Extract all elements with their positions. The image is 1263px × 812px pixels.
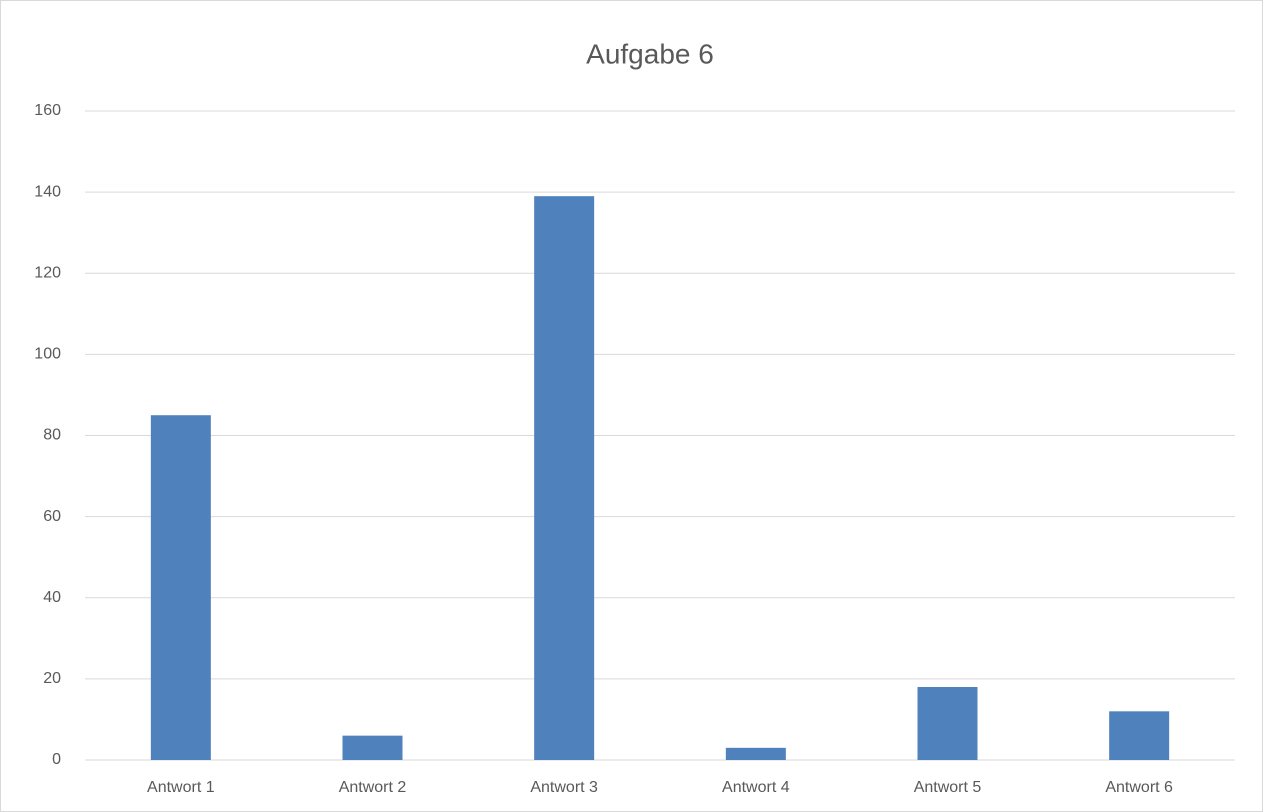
y-tick-label: 0 xyxy=(52,751,61,768)
x-tick-label: Antwort 1 xyxy=(147,779,215,796)
bar xyxy=(1109,711,1170,760)
x-tick-label: Antwort 4 xyxy=(722,779,790,796)
y-tick-label: 60 xyxy=(43,508,61,525)
x-tick-label: Antwort 2 xyxy=(339,779,407,796)
bar xyxy=(150,415,211,760)
x-tick-label: Antwort 6 xyxy=(1105,779,1173,796)
bar xyxy=(534,196,595,760)
y-tick-label: 120 xyxy=(34,264,61,281)
x-tick-label: Antwort 5 xyxy=(914,779,982,796)
y-tick-label: 40 xyxy=(43,589,61,606)
x-tick-label: Antwort 3 xyxy=(530,779,598,796)
chart-title: Aufgabe 6 xyxy=(586,38,714,69)
bar xyxy=(725,747,786,760)
y-tick-label: 80 xyxy=(43,427,61,444)
bar xyxy=(917,686,978,760)
y-tick-label: 160 xyxy=(34,102,61,119)
y-tick-label: 140 xyxy=(34,183,61,200)
bar xyxy=(342,735,403,760)
y-tick-label: 100 xyxy=(34,346,61,363)
y-tick-label: 20 xyxy=(43,670,61,687)
